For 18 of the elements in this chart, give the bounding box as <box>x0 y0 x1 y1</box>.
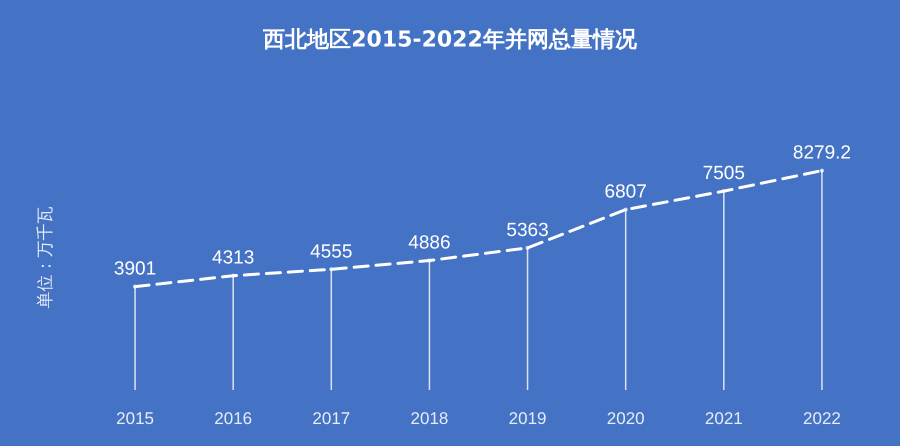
x-tick-label: 2016 <box>214 409 252 428</box>
y-axis-title: 单位：万千瓦 <box>36 206 56 308</box>
data-label: 4555 <box>310 241 352 262</box>
x-tick-label: 2021 <box>704 409 743 428</box>
data-label: 4313 <box>212 248 254 269</box>
chart-title: 西北地区2015-2022年并网总量情况 <box>262 26 638 52</box>
x-tick-label: 2019 <box>508 409 546 428</box>
data-label: 6807 <box>604 182 647 203</box>
data-label: 7505 <box>702 163 745 184</box>
data-label: 3901 <box>114 258 156 280</box>
data-label: 8279.2 <box>792 142 851 164</box>
data-label: 4886 <box>408 232 451 254</box>
x-tick-label: 2020 <box>606 409 645 428</box>
x-tick-label: 2015 <box>116 409 154 428</box>
data-label: 5363 <box>506 220 549 241</box>
x-tick-label: 2018 <box>410 409 448 428</box>
x-tick-label: 2017 <box>312 409 350 428</box>
x-tick-label: 2022 <box>803 409 841 428</box>
